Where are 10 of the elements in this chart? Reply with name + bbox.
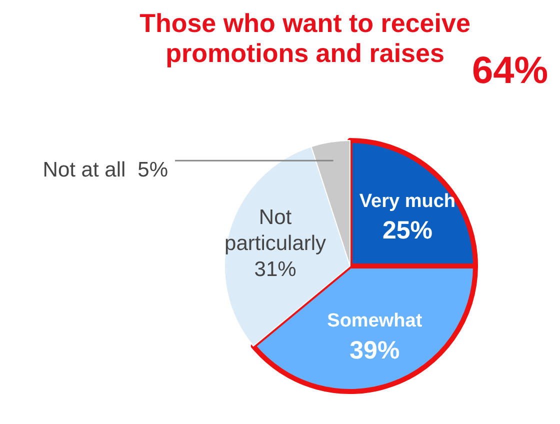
data-label: 5% [138,158,168,182]
slice-label: Somewhat [327,310,423,332]
data-label: 39% [350,336,400,364]
slice-label: Not particularly [224,206,327,256]
data-label: 31% [254,258,296,282]
slice-label: Not at all [42,158,126,182]
chart-title: Those who want to receive promotions and raises [140,8,470,68]
slice-label: Very much [359,190,456,212]
text: 64% [472,50,548,93]
data-label: 25% [382,216,432,244]
